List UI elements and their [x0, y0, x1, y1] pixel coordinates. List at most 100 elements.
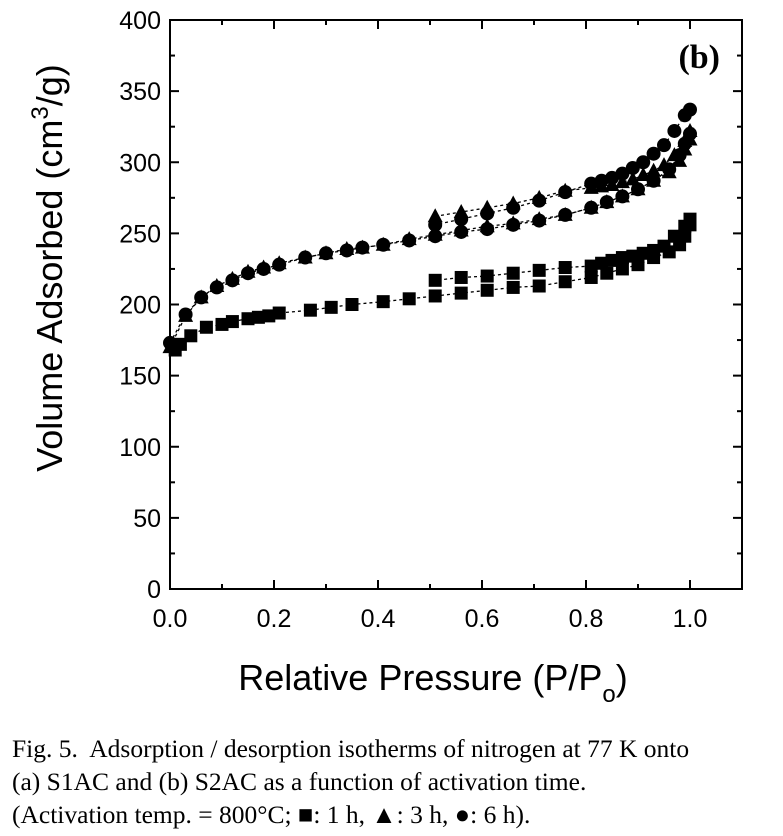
point-square-adsorption-6: [241, 312, 255, 326]
x-tick-label-1: 0.2: [257, 605, 292, 633]
point-square-adsorption-18: [506, 280, 520, 294]
point-square-adsorption-3: [199, 320, 213, 334]
x-tick-label-2: 0.4: [361, 605, 396, 633]
point-circle-desorption-6: [625, 160, 640, 175]
point-square-adsorption-28: [678, 229, 692, 243]
point-circle-desorption-14: [480, 206, 495, 221]
point-circle-adsorption-9: [319, 246, 333, 261]
point-square-adsorption-9: [272, 306, 286, 320]
point-circle-adsorption-23: [631, 182, 645, 197]
point-square-adsorption-23: [615, 262, 629, 276]
point-square-desorption-1: [678, 219, 692, 233]
point-square-desorption-10: [584, 259, 598, 273]
point-square-adsorption-1: [173, 337, 187, 351]
point-square-adsorption-13: [376, 295, 390, 309]
point-circle-adsorption-6: [256, 261, 271, 276]
point-square-desorption-3: [657, 239, 671, 253]
point-circle-desorption-1: [677, 108, 692, 123]
point-square-desorption-12: [532, 263, 546, 277]
point-square-desorption-5: [636, 246, 650, 260]
point-square-adsorption-12: [345, 298, 359, 311]
point-circle-adsorption-25: [662, 162, 677, 177]
point-square-adsorption-2: [184, 329, 198, 343]
point-square-adsorption-5: [225, 315, 239, 329]
point-square-adsorption-4: [215, 317, 229, 331]
point-square-adsorption-20: [558, 275, 572, 289]
point-circle-adsorption-18: [532, 213, 547, 228]
point-square-desorption-8: [605, 253, 619, 267]
point-circle-adsorption-2: [194, 290, 209, 305]
point-square-adsorption-21: [584, 270, 598, 284]
point-square-adsorption-15: [428, 289, 442, 303]
series-triangle-desorption-line: [435, 130, 691, 217]
point-circle-adsorption-19: [558, 207, 573, 222]
caption-line-2: (a) S1AC and (b) S2AC as a function of a…: [12, 767, 587, 796]
point-circle-adsorption-28: [683, 126, 697, 141]
point-triangle-desorption-7: [614, 174, 630, 189]
point-square-adsorption-8: [262, 309, 276, 323]
point-square-desorption-14: [480, 269, 494, 283]
point-triangle-desorption-4: [646, 162, 662, 177]
plot-frame: [169, 19, 743, 590]
point-circle-adsorption-5: [241, 266, 255, 281]
point-square-desorption-4: [647, 243, 661, 257]
y-tick-label-7: 350: [119, 78, 161, 106]
y-tick-label-5: 250: [119, 220, 161, 248]
point-circle-adsorption-3: [209, 280, 224, 295]
point-triangle-desorption-16: [427, 208, 443, 223]
point-square-adsorption-16: [454, 286, 468, 300]
point-circle-adsorption-21: [599, 195, 614, 210]
point-circle-desorption-3: [657, 138, 671, 153]
point-circle-adsorption-16: [480, 222, 495, 237]
point-circle-adsorption-8: [298, 250, 313, 265]
y-tick-label-2: 100: [119, 434, 161, 462]
y-tick-label-3: 150: [119, 363, 161, 391]
y-tick-label-6: 300: [119, 149, 161, 177]
point-circle-adsorption-7: [272, 257, 287, 272]
point-circle-desorption-10: [584, 176, 599, 191]
figure-caption: Fig. 5. Adsorption / desorption isotherm…: [12, 732, 774, 831]
point-square-adsorption-17: [480, 283, 494, 297]
y-tick-label-1: 50: [133, 505, 161, 533]
point-circle-desorption-11: [558, 185, 573, 200]
point-circle-desorption-16: [428, 217, 443, 232]
point-circle-desorption-12: [532, 193, 547, 208]
point-square-adsorption-19: [532, 279, 546, 293]
point-circle-adsorption-11: [355, 240, 370, 255]
caption-line-3: (Activation temp. = 800°C; ■: 1 h, ▲: 3 …: [12, 800, 531, 829]
point-circle-adsorption-4: [225, 273, 240, 288]
point-square-desorption-11: [558, 261, 572, 275]
point-square-adsorption-22: [600, 266, 614, 280]
y-tick-label-8: 400: [119, 7, 161, 35]
point-triangle-desorption-5: [635, 167, 651, 182]
point-square-desorption-16: [428, 273, 442, 287]
point-circle-adsorption-12: [376, 237, 391, 252]
point-circle-adsorption-17: [506, 217, 521, 232]
point-square-adsorption-7: [251, 310, 265, 324]
point-circle-adsorption-24: [646, 173, 661, 188]
point-circle-adsorption-20: [584, 200, 599, 215]
y-axis-title: Volume Adsorbed (cm3/g): [27, 64, 70, 472]
x-tick-label-3: 0.6: [465, 605, 500, 633]
point-square-adsorption-11: [324, 300, 338, 314]
point-circle-desorption-15: [454, 212, 469, 227]
point-circle-desorption-13: [506, 200, 521, 215]
point-triangle-desorption-6: [625, 171, 641, 186]
x-tick-label-0: 0.0: [153, 605, 188, 633]
point-circle-adsorption-13: [402, 233, 417, 248]
point-circle-adsorption-14: [428, 229, 443, 244]
panel-label: (b): [678, 39, 720, 76]
point-square-desorption-13: [506, 266, 520, 280]
point-circle-adsorption-1: [178, 307, 193, 322]
x-axis-title: Relative Pressure (P/Po): [238, 657, 628, 708]
series-group: [162, 102, 698, 357]
point-square-desorption-2: [667, 229, 681, 243]
x-tick-label-5: 1.0: [673, 605, 708, 633]
series-square-adsorption-line: [174, 224, 691, 351]
caption-line-1: Fig. 5. Adsorption / desorption isotherm…: [12, 734, 690, 763]
point-circle-adsorption-0: [163, 335, 177, 350]
point-square-desorption-7: [615, 251, 629, 265]
point-square-adsorption-14: [402, 292, 416, 306]
y-tick-label-4: 200: [119, 292, 161, 320]
point-square-desorption-15: [454, 270, 468, 284]
